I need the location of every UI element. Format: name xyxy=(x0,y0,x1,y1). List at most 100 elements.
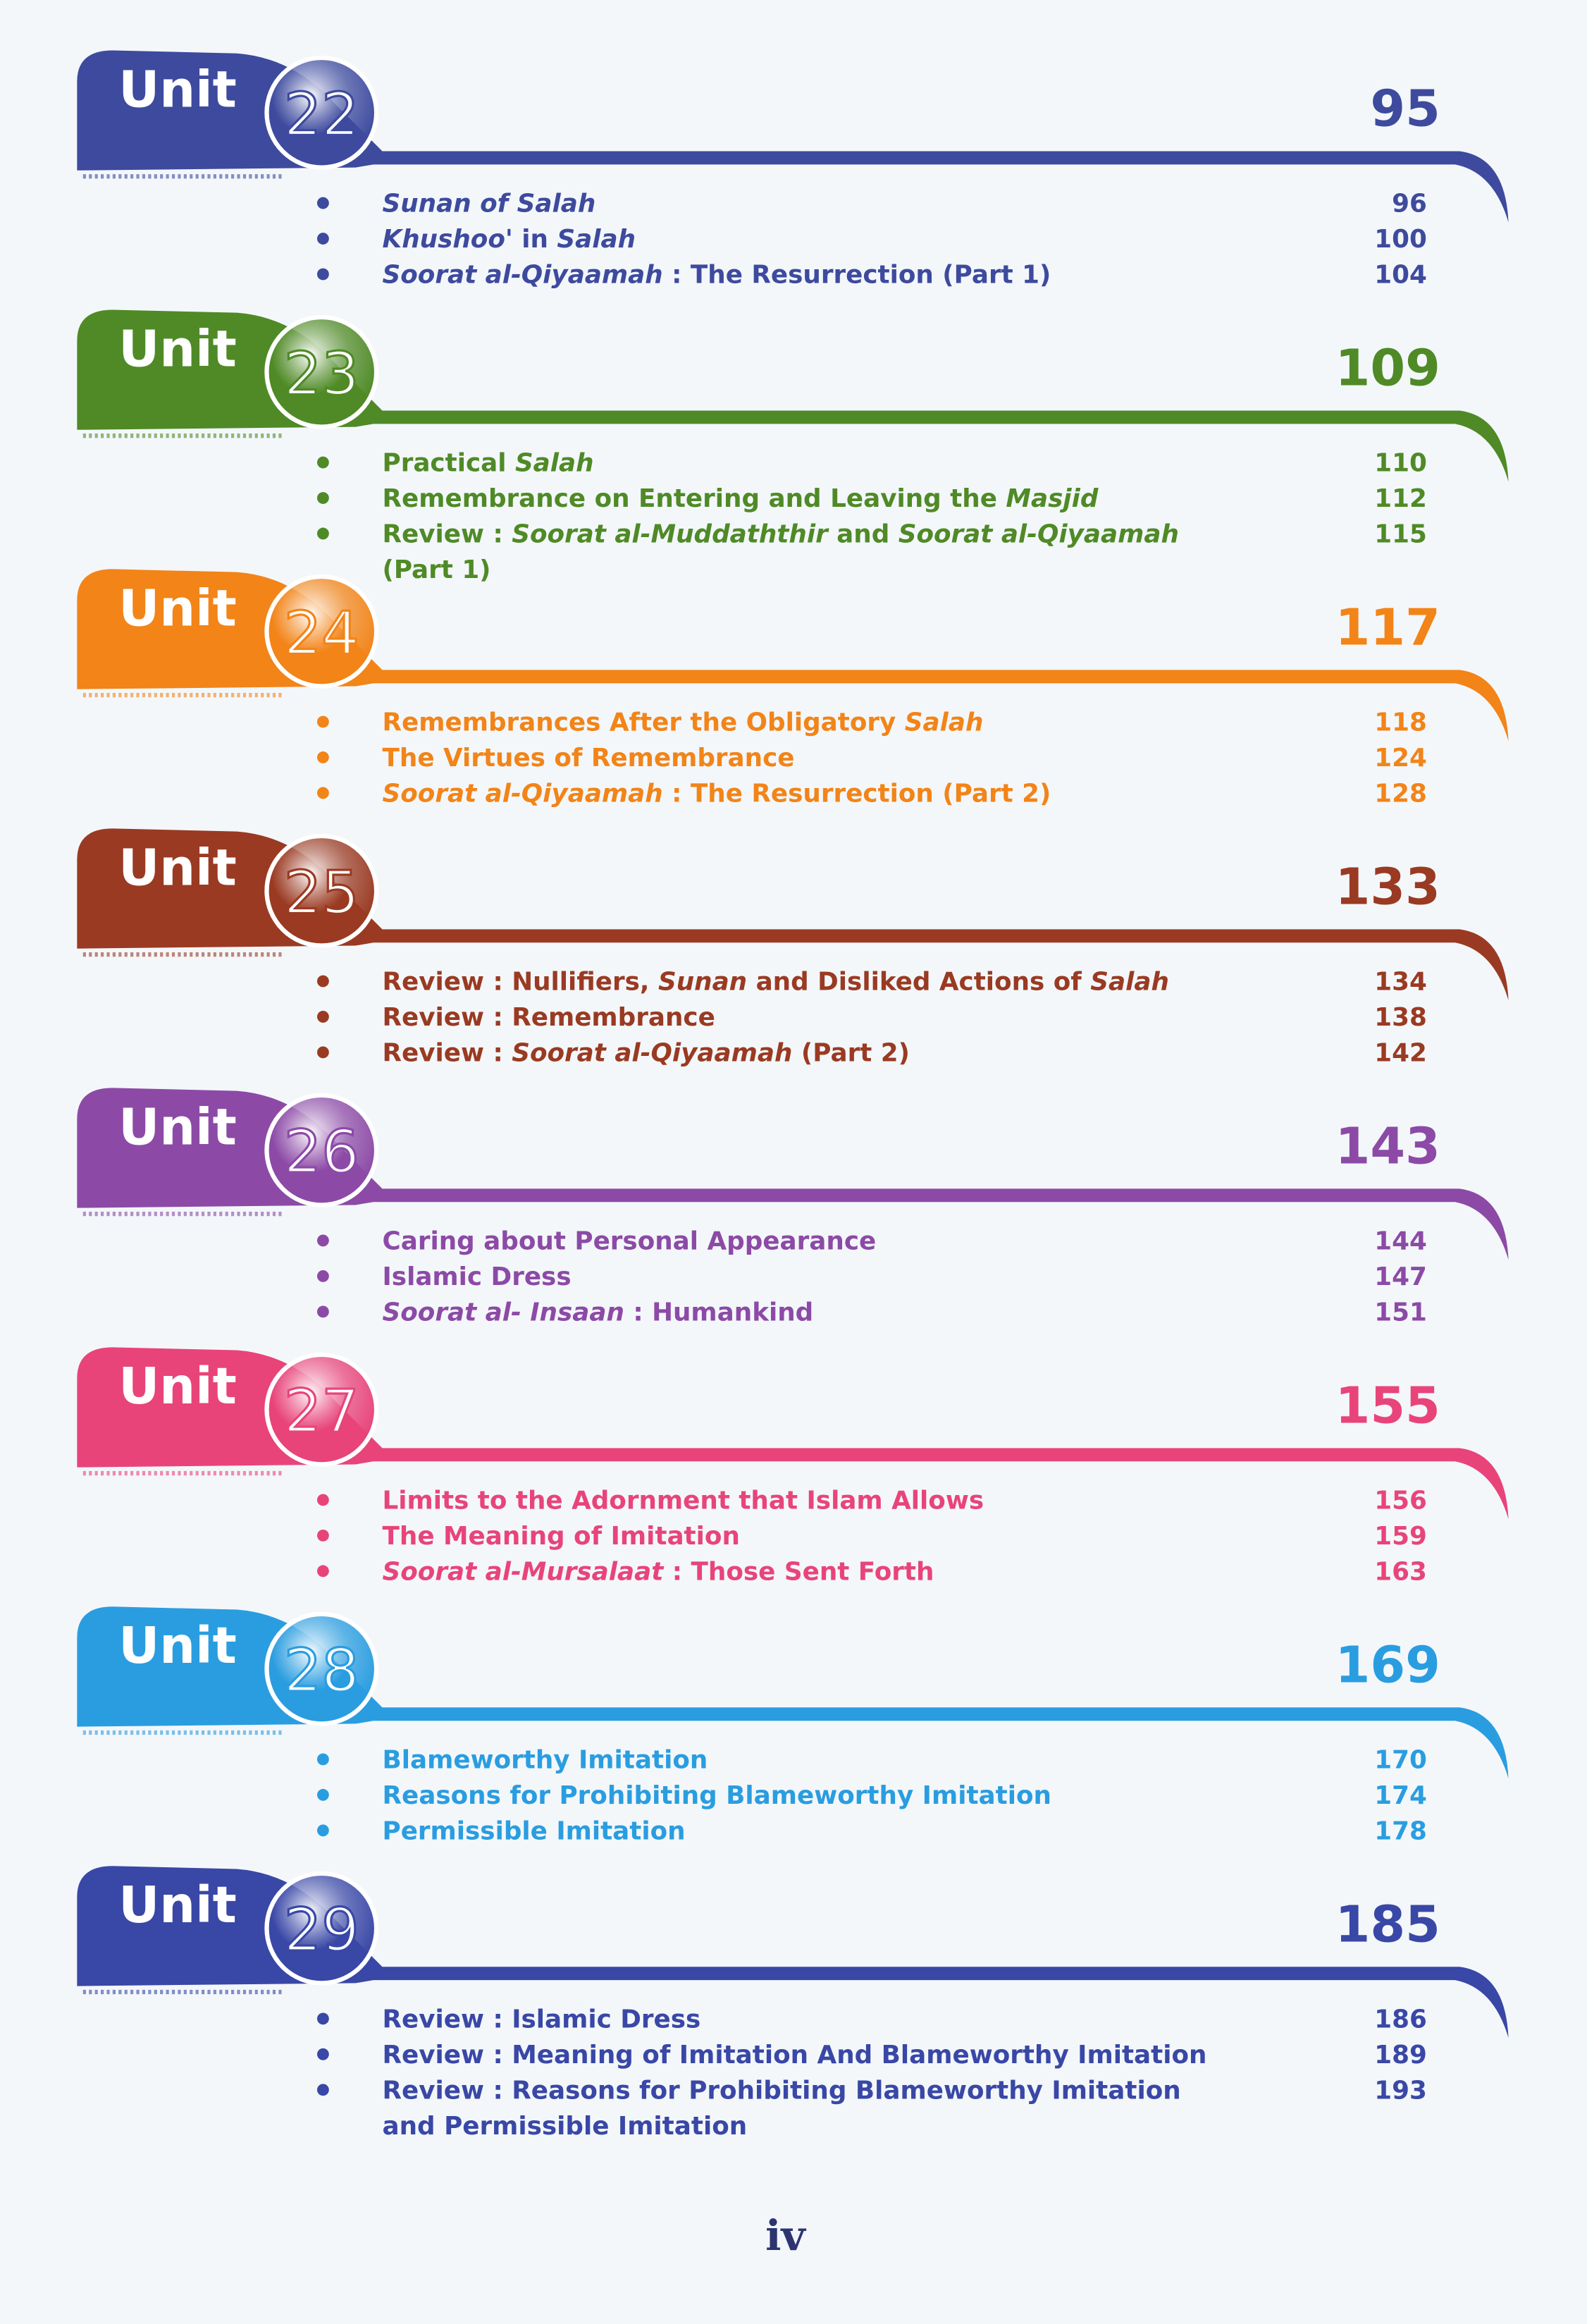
unit-number: 29 xyxy=(284,1895,359,1965)
item-text-run: Practical xyxy=(383,449,515,478)
item-page: 138 xyxy=(1374,1003,1427,1032)
item-text-run: Sunan of Salah xyxy=(383,190,596,219)
item-text-run: Remembrance on Entering and Leaving the xyxy=(383,484,1006,513)
item-text-run: (Part 1) xyxy=(383,555,491,584)
unit-block: Unit 23 109 110 Practical Salah 112 Remembranc… xyxy=(77,309,1509,584)
item-text-run: Soorat al-Muddaththir xyxy=(512,520,829,549)
item-page: 178 xyxy=(1374,1816,1427,1845)
item-text-run: Salah xyxy=(557,225,636,254)
item-page: 189 xyxy=(1374,2041,1427,2070)
unit-page: 169 xyxy=(1335,1636,1440,1695)
item-text-run: and Permissible Imitation xyxy=(383,2112,748,2141)
bullet xyxy=(316,1269,329,1282)
bullet xyxy=(316,492,329,504)
bullet xyxy=(316,2084,329,2096)
item-text-run: Review : Remembrance xyxy=(383,1003,715,1032)
unit-block: Unit 22 95 96 Sunan of Salah 100 Khushoo' in S… xyxy=(77,50,1509,290)
item-text-run: Permissible Imitation xyxy=(383,1816,686,1845)
item-page: 104 xyxy=(1374,261,1427,290)
item-page: 96 xyxy=(1392,190,1427,219)
item-text-run: Review : Islamic Dress xyxy=(383,2005,701,2034)
unit-number: 24 xyxy=(284,598,359,668)
item-text-run: Salah xyxy=(515,449,594,478)
item-text-run: Soorat al-Qiyaamah xyxy=(899,520,1179,549)
item-text-run: Soorat al- Insaan xyxy=(383,1298,624,1327)
unit-label: Unit xyxy=(118,579,237,637)
bullet xyxy=(316,2048,329,2060)
unit-number-circle xyxy=(264,833,379,948)
item-text-run: Soorat al-Qiyaamah xyxy=(383,780,663,809)
item-text-run: Review : xyxy=(383,1039,512,1068)
bullet xyxy=(316,1046,329,1059)
unit-page: 95 xyxy=(1370,80,1440,138)
unit-number-circle xyxy=(264,1352,379,1467)
item-title: Remembrance on Entering and Leaving the … xyxy=(383,484,1099,513)
item-text-run: Review : Reasons for Prohibiting Blamewo… xyxy=(383,2076,1181,2105)
item-text-run: Blameworthy Imitation xyxy=(383,1745,708,1774)
unit-number: 23 xyxy=(284,339,359,408)
item-text-run: Islamic Dress xyxy=(383,1262,572,1291)
item-title: Permissible Imitation xyxy=(383,1816,686,1845)
unit-block: Unit 29 185 186 Review : Islamic Dress 189 Rev… xyxy=(77,1866,1509,2141)
item-title: Soorat al-Qiyaamah : The Resurrection (P… xyxy=(383,780,1051,809)
item-text-run: Salah xyxy=(1090,968,1169,997)
item-text-run: Review : xyxy=(383,520,512,549)
item-title: Review : Reasons for Prohibiting Blamewo… xyxy=(383,2076,1181,2105)
unit-number-circle xyxy=(264,1871,379,1986)
item-page: 118 xyxy=(1374,708,1427,737)
unit-number-circle xyxy=(264,314,379,429)
item-text-run: : The Resurrection (Part 1) xyxy=(663,261,1051,290)
unit-number: 26 xyxy=(284,1117,359,1186)
bullet xyxy=(316,1824,329,1837)
unit-block: Unit 26 143 144 Caring about Personal Appear… xyxy=(77,1088,1509,1327)
bullet xyxy=(316,787,329,799)
bullet xyxy=(316,1234,329,1247)
item-text-run: : The Resurrection (Part 2) xyxy=(663,780,1051,809)
item-text-run: Limits to the Adornment that Islam Allow… xyxy=(383,1487,984,1515)
page-number-footer: iv xyxy=(765,2211,806,2260)
item-title: Review : Meaning of Imitation And Blamew… xyxy=(383,2041,1207,2070)
unit-number-circle xyxy=(264,1611,379,1726)
bullet xyxy=(316,233,329,245)
unit-label: Unit xyxy=(118,1876,237,1934)
item-text-run: in xyxy=(513,225,557,254)
bullet xyxy=(316,2012,329,2025)
item-text-run: Soorat al-Qiyaamah xyxy=(512,1039,792,1068)
item-text-run: (Part 2) xyxy=(792,1039,909,1068)
item-text-run: The Virtues of Remembrance xyxy=(383,744,795,773)
item-title: Caring about Personal Appearance xyxy=(383,1227,877,1256)
item-page: 128 xyxy=(1374,780,1427,809)
bullet xyxy=(316,268,329,281)
item-text-run: The Meaning of Imitation xyxy=(383,1522,740,1551)
item-title: Review : Nullifiers, Sunan and Disliked … xyxy=(383,968,1169,997)
item-page: 170 xyxy=(1374,1745,1427,1774)
item-title: Soorat al- Insaan : Humankind xyxy=(383,1298,814,1327)
item-title: Reasons for Prohibiting Blameworthy Imit… xyxy=(383,1781,1051,1810)
bullet xyxy=(316,197,329,209)
item-page: 193 xyxy=(1374,2076,1427,2105)
item-title: Limits to the Adornment that Islam Allow… xyxy=(383,1487,984,1515)
unit-page: 155 xyxy=(1335,1377,1440,1435)
unit-number: 25 xyxy=(284,858,359,927)
item-text-run: and Disliked Actions of xyxy=(747,968,1090,997)
unit-label: Unit xyxy=(118,1098,237,1156)
item-text-run: and xyxy=(828,520,899,549)
item-page: 124 xyxy=(1374,744,1427,773)
item-page: 110 xyxy=(1374,449,1427,478)
item-title: Khushoo' in Salah xyxy=(383,225,636,254)
bullet xyxy=(316,1305,329,1318)
item-page: 147 xyxy=(1374,1262,1427,1291)
unit-page: 133 xyxy=(1335,858,1440,916)
unit-number-circle xyxy=(264,55,379,170)
item-page: 151 xyxy=(1374,1298,1427,1327)
bullet xyxy=(316,751,329,763)
item-page: 163 xyxy=(1374,1557,1427,1586)
item-title: Remembrances After the Obligatory Salah xyxy=(383,708,984,737)
bullet xyxy=(316,456,329,469)
item-text-run: : Those Sent Forth xyxy=(663,1557,934,1586)
bullet xyxy=(316,1788,329,1801)
bullet xyxy=(316,1529,329,1542)
unit-label: Unit xyxy=(118,1357,237,1415)
unit-number-circle xyxy=(264,1093,379,1207)
